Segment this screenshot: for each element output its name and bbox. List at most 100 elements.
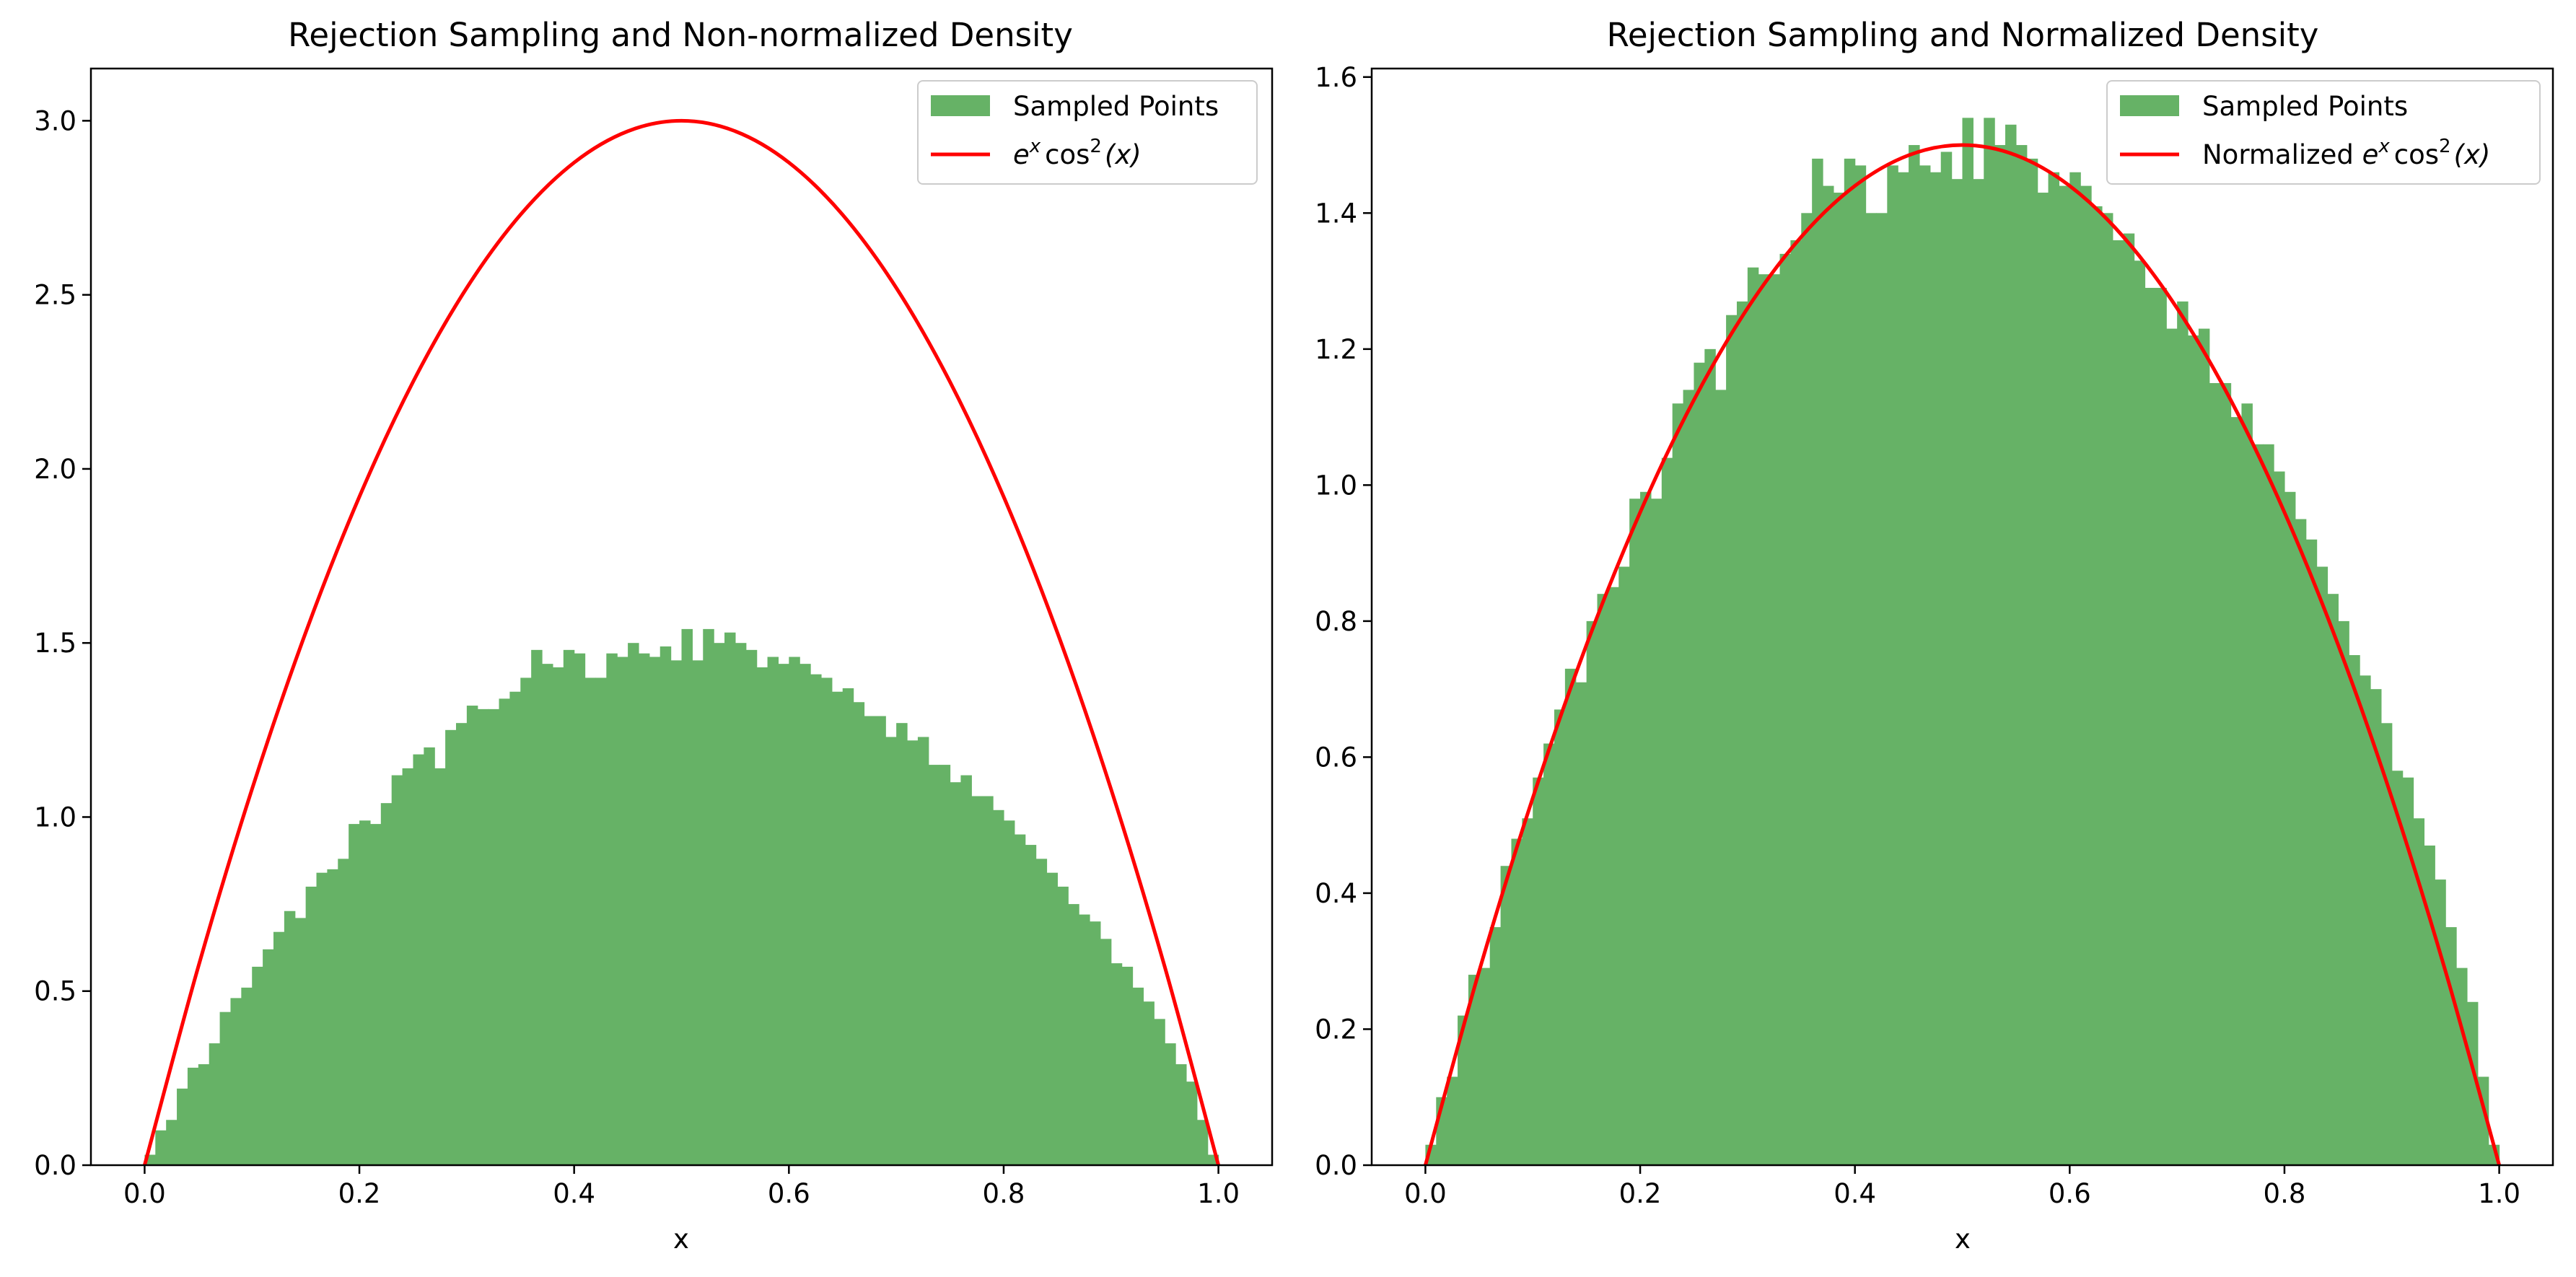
histogram-bar — [1522, 818, 1533, 1165]
histogram-bar — [2424, 845, 2435, 1165]
histogram-bar — [1090, 921, 1101, 1165]
histogram-bar — [1984, 118, 1995, 1166]
histogram-bar — [2349, 655, 2360, 1165]
histogram-bar — [885, 737, 897, 1165]
x-tick-label: 0.6 — [768, 1178, 810, 1209]
histogram-bar — [455, 723, 468, 1165]
histogram-bar — [434, 768, 446, 1165]
histogram-bar — [993, 809, 1004, 1165]
histogram-bar — [2327, 594, 2339, 1165]
legend-bar-label-right: Sampled Points — [2202, 91, 2408, 122]
histogram-bar — [316, 872, 328, 1165]
histogram-bar — [1511, 838, 1523, 1165]
histogram-bar — [789, 657, 800, 1165]
histogram-bar — [1575, 682, 1587, 1165]
x-axis-label-left: x — [673, 1224, 689, 1255]
histogram-bar — [2466, 1001, 2479, 1165]
histogram-bar — [1854, 165, 1867, 1166]
legend-line-x-sup: x — [2378, 136, 2390, 157]
chart-left: Rejection Sampling and Non-normalized De… — [34, 16, 1274, 1255]
histogram-bar — [1715, 390, 1727, 1166]
x-tick-label: 0.8 — [983, 1178, 1025, 1209]
histogram-bar — [198, 1064, 210, 1165]
histogram-bar — [1132, 987, 1144, 1165]
histogram-bar — [1650, 499, 1662, 1165]
histogram-bar — [2380, 723, 2393, 1165]
legend-line-e: e — [1013, 139, 1030, 170]
legend-line-e: e — [2362, 139, 2379, 170]
histogram-bar — [2091, 206, 2103, 1165]
legend-line-arg: (x) — [2454, 139, 2491, 170]
histogram-bar — [1929, 172, 1942, 1165]
histogram-bar — [1790, 240, 1802, 1165]
x-tick-label: 0.0 — [123, 1178, 166, 1209]
histogram-bar — [1887, 165, 1898, 1166]
legend-right: Sampled Points Normalized ex cos2 (x) — [2106, 80, 2541, 185]
histogram-bar — [1014, 834, 1026, 1165]
histogram-bar — [2015, 145, 2028, 1165]
histogram-bar — [187, 1067, 199, 1165]
histogram-bar — [1079, 914, 1090, 1165]
histogram-bar — [928, 765, 940, 1165]
histogram-bar — [166, 1120, 178, 1165]
legend-line-cos: cos — [2394, 139, 2439, 170]
histogram-bar — [252, 966, 263, 1165]
histogram-bar — [864, 716, 875, 1165]
histogram-bar — [2188, 335, 2199, 1165]
histogram-bar — [649, 657, 661, 1165]
y-tick-label: 1.5 — [34, 628, 76, 659]
histogram-bar — [1068, 904, 1079, 1165]
histogram-bar — [1046, 872, 1058, 1165]
legend-line-prefix: Normalized — [2202, 139, 2362, 170]
legend-line-sq-sup: 2 — [2439, 136, 2451, 157]
histogram-bar — [2080, 185, 2092, 1166]
x-axis-label-right: x — [1955, 1224, 1971, 1255]
histogram-bar — [177, 1088, 188, 1165]
histogram-bar — [831, 691, 844, 1165]
histogram-bar — [2177, 301, 2189, 1165]
histogram-bar — [2252, 444, 2264, 1165]
legend-line-cos: cos — [1045, 139, 1090, 170]
histogram-bar — [284, 910, 296, 1165]
histogram-bar — [660, 646, 672, 1165]
histogram-bar — [2241, 403, 2253, 1165]
histogram-bar — [2274, 471, 2285, 1165]
x-tick-label: 0.4 — [1834, 1178, 1876, 1209]
histogram-bar — [778, 664, 789, 1165]
histogram-bar — [1909, 145, 1920, 1165]
histogram-bar — [2101, 213, 2113, 1166]
legend-line-label-left: ex cos2 (x) — [1013, 136, 1142, 170]
histogram-bar — [2360, 675, 2371, 1165]
histogram-bar — [1812, 158, 1823, 1166]
histogram-bar — [960, 775, 972, 1165]
histogram-bar — [1940, 152, 1953, 1165]
y-tick-label: 0.8 — [1315, 606, 1357, 637]
histogram-bar — [499, 698, 510, 1165]
histogram-bar — [2220, 382, 2232, 1165]
x-tick-label: 0.0 — [1404, 1178, 1447, 1209]
histogram-bar — [574, 653, 586, 1165]
x-tick-label: 0.2 — [1619, 1178, 1662, 1209]
histogram-bar — [1586, 620, 1598, 1165]
histogram-bar — [209, 1043, 221, 1165]
histogram-bar — [1543, 743, 1555, 1165]
histogram-bar — [1629, 499, 1641, 1165]
y-tick-label: 1.4 — [1315, 198, 1357, 229]
histogram-bar — [1618, 566, 1630, 1165]
histogram-bar — [2391, 771, 2404, 1165]
histogram-bar — [1704, 348, 1716, 1166]
histogram-bar — [2134, 260, 2146, 1166]
histogram-bar — [1672, 403, 1684, 1165]
y-tick-label: 3.0 — [34, 105, 76, 136]
histogram-bar — [1478, 967, 1491, 1165]
histogram-bar — [681, 628, 693, 1165]
histogram-bar — [1736, 301, 1748, 1165]
histogram-bar — [241, 987, 253, 1165]
curve-line-left — [142, 118, 1221, 1166]
y-tick-label: 2.0 — [34, 454, 76, 485]
histogram-bar — [552, 667, 564, 1165]
histogram-bar — [703, 628, 714, 1165]
histogram-bar — [273, 931, 285, 1165]
histogram-bar — [1458, 1015, 1469, 1165]
